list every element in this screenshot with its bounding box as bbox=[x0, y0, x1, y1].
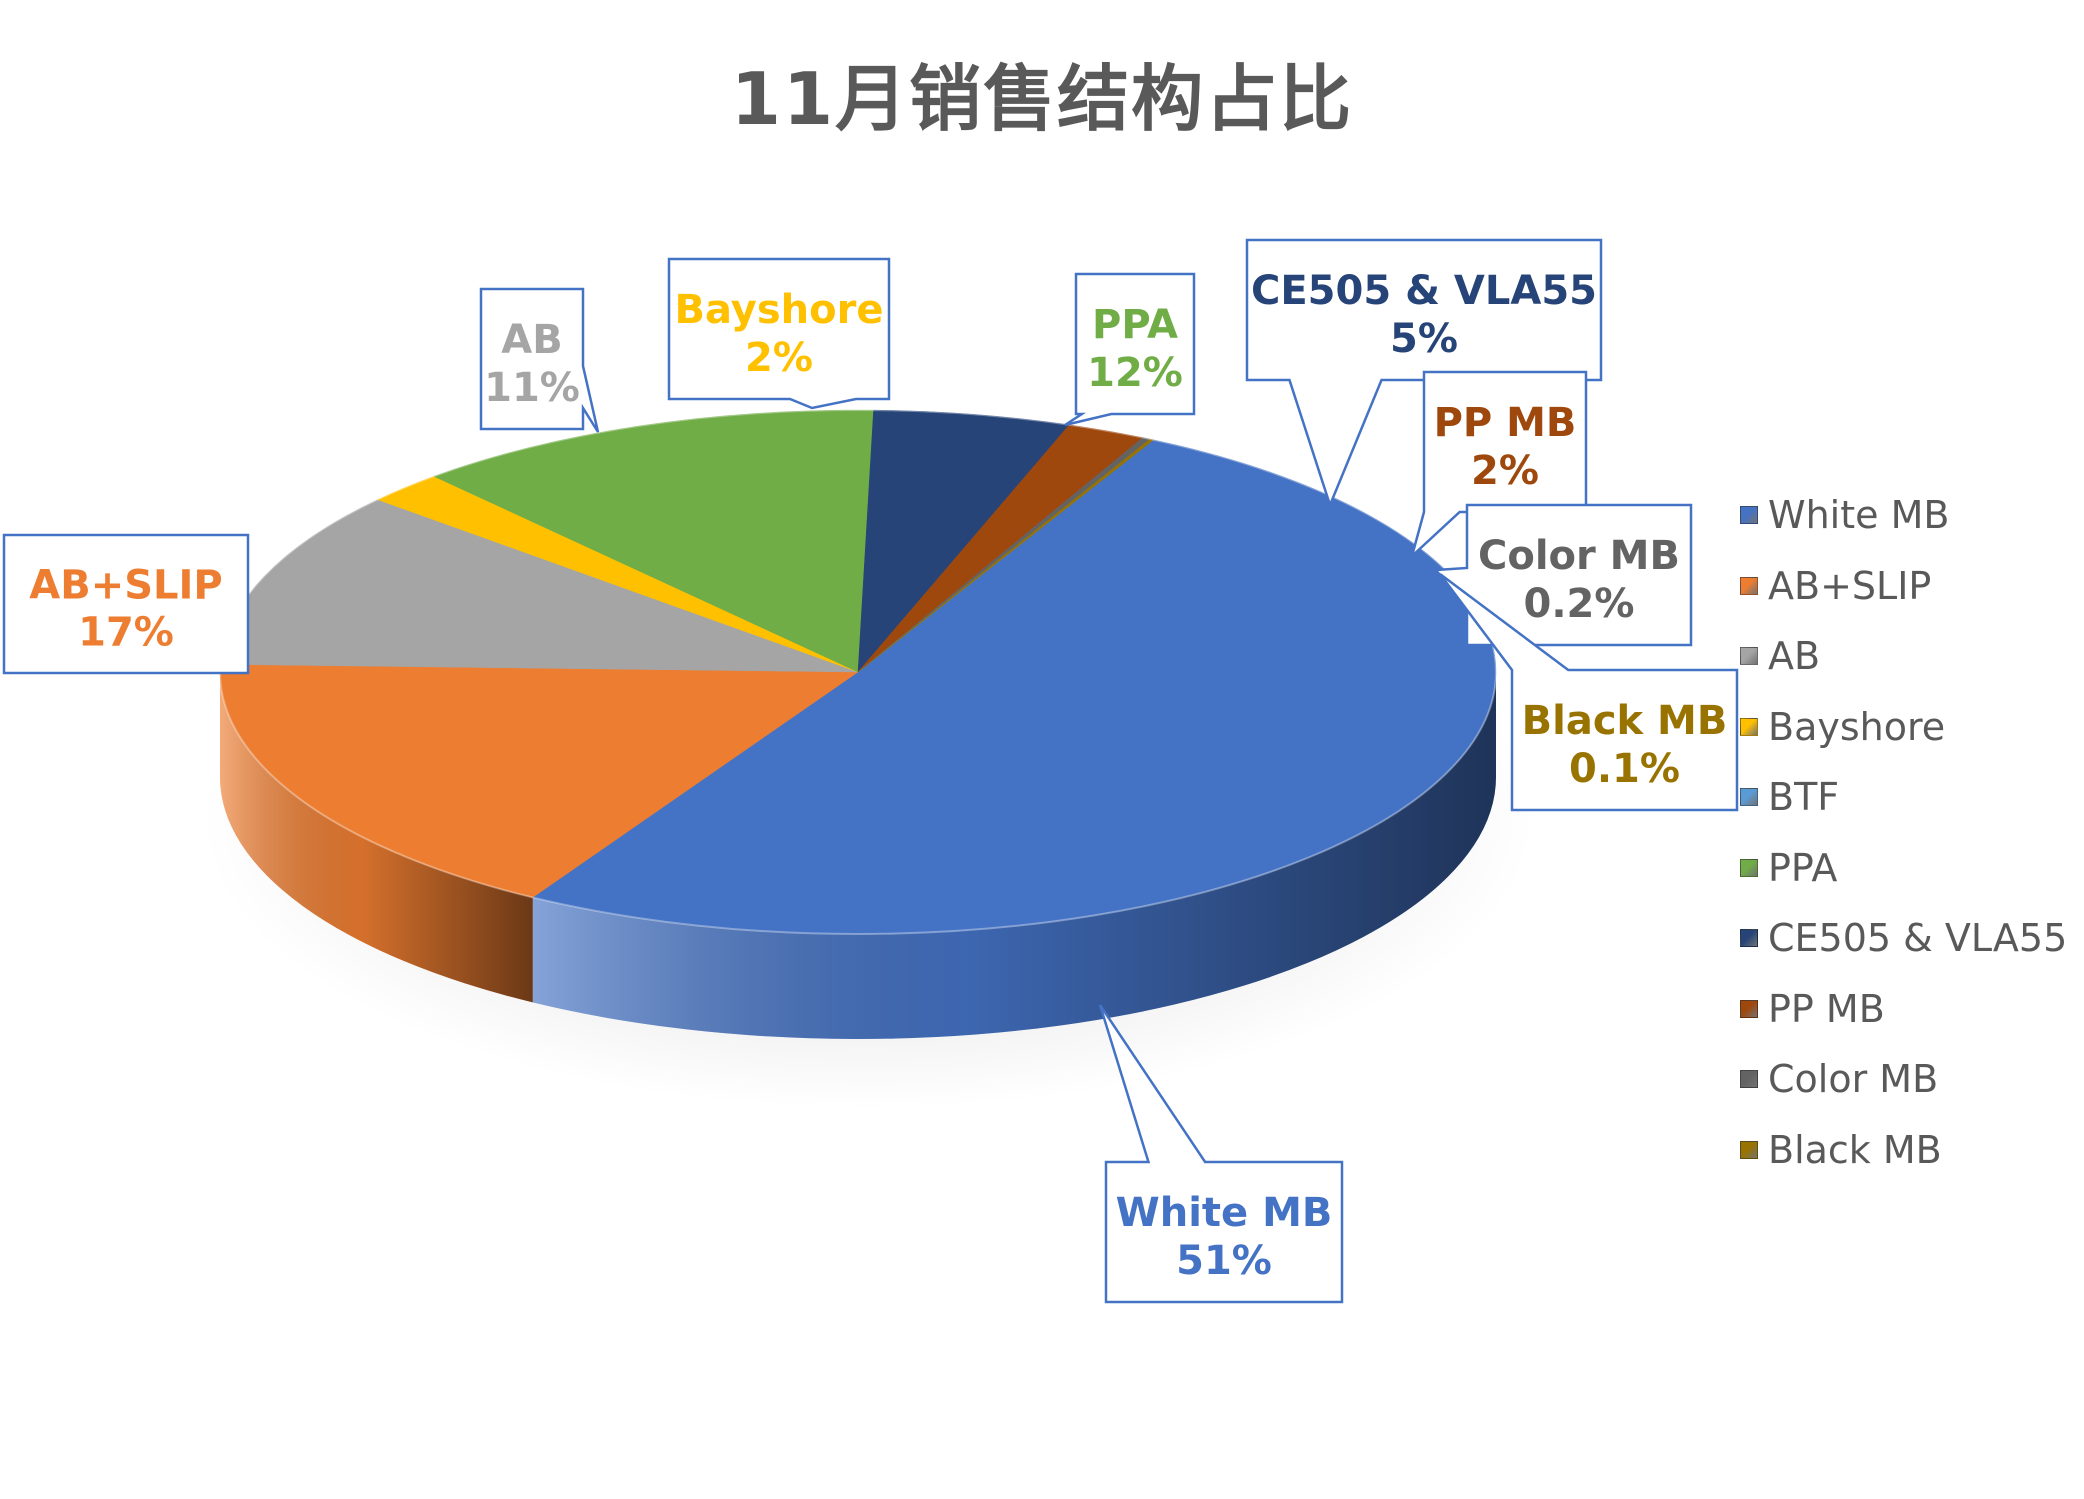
legend-swatch-btf bbox=[1740, 788, 1758, 807]
legend-label-ab-slip: AB+SLIP bbox=[1768, 563, 1932, 608]
data-label-name-ce505-vla55: CE505 & VLA55 bbox=[1251, 268, 1597, 314]
legend-label-btf: BTF bbox=[1768, 775, 1840, 820]
callout-black-mb: Black MB0.1% bbox=[1439, 572, 1739, 812]
callout-box-ab bbox=[479, 287, 600, 433]
legend-item-bayshore: Bayshore bbox=[1740, 692, 2067, 763]
callout-color-mb: Color MB0.2% bbox=[1433, 503, 1693, 647]
legend-label-bayshore: Bayshore bbox=[1768, 704, 1946, 749]
data-label-name-ab-slip: AB+SLIP bbox=[29, 562, 222, 608]
data-label-value-bayshore: 2% bbox=[745, 335, 813, 381]
callout-box-ppa bbox=[1064, 272, 1196, 427]
data-label-value-ce505-vla55: 5% bbox=[1390, 316, 1458, 362]
legend-item-ppa: PPA bbox=[1740, 833, 2067, 904]
legend: White MB AB+SLIP AB Bayshore BTF PPA CE505 & V… bbox=[1740, 480, 2067, 1185]
data-label-value-ppa: 12% bbox=[1087, 350, 1183, 396]
callout-box-bayshore bbox=[667, 257, 891, 410]
legend-item-pp-mb: PP MB bbox=[1740, 974, 2067, 1045]
data-label-name-color-mb: Color MB bbox=[1478, 533, 1680, 579]
legend-swatch-black-mb bbox=[1740, 1140, 1758, 1159]
legend-item-ce505-vla55: CE505 & VLA55 bbox=[1740, 903, 2067, 974]
legend-label-ce505-vla55: CE505 & VLA55 bbox=[1768, 916, 2068, 961]
data-label-name-ab: AB bbox=[501, 317, 562, 363]
legend-item-ab-slip: AB+SLIP bbox=[1740, 551, 2067, 622]
data-label-value-black-mb: 0.1% bbox=[1569, 746, 1680, 792]
pie-slice-ab-slip bbox=[219, 664, 859, 898]
data-label-name-pp-mb: PP MB bbox=[1434, 400, 1577, 446]
chart-title: 11月销售结构占比 bbox=[730, 57, 1354, 141]
legend-swatch-bayshore bbox=[1740, 717, 1758, 736]
pie-side-shade-white-mb bbox=[532, 672, 1496, 1039]
pie-side-shade-ab-slip bbox=[220, 672, 533, 1003]
legend-swatch-color-mb bbox=[1740, 1070, 1758, 1089]
pie-slice-white-mb bbox=[532, 439, 1497, 935]
legend-item-color-mb: Color MB bbox=[1740, 1044, 2067, 1115]
callout-box-ab-slip bbox=[2, 533, 250, 675]
legend-swatch-ab-slip bbox=[1740, 576, 1758, 595]
legend-label-black-mb: Black MB bbox=[1768, 1127, 1942, 1172]
legend-swatch-ce505-vla55 bbox=[1740, 929, 1758, 948]
data-label-name-white-mb: White MB bbox=[1116, 1190, 1333, 1236]
data-label-name-bayshore: Bayshore bbox=[675, 287, 884, 333]
callout-box-black-mb bbox=[1439, 572, 1739, 812]
data-label-value-pp-mb: 2% bbox=[1471, 448, 1539, 494]
data-label-name-black-mb: Black MB bbox=[1522, 698, 1728, 744]
data-label-name-ppa: PPA bbox=[1092, 302, 1178, 348]
callout-box-color-mb bbox=[1433, 503, 1693, 647]
data-label-value-ab-slip: 17% bbox=[78, 609, 174, 655]
pie-slice-ppa bbox=[433, 409, 874, 673]
pie-slice-black-mb bbox=[857, 438, 1155, 673]
legend-label-ppa: PPA bbox=[1768, 845, 1838, 890]
legend-swatch-pp-mb bbox=[1740, 999, 1758, 1018]
data-label-value-color-mb: 0.2% bbox=[1524, 581, 1635, 627]
data-label-value-ab: 11% bbox=[484, 365, 580, 411]
legend-item-white-mb: White MB bbox=[1740, 480, 2067, 551]
legend-item-ab: AB bbox=[1740, 621, 2067, 692]
legend-swatch-ab bbox=[1740, 647, 1758, 666]
legend-label-ab: AB bbox=[1768, 634, 1821, 679]
legend-item-black-mb: Black MB bbox=[1740, 1115, 2067, 1186]
legend-swatch-ppa bbox=[1740, 858, 1758, 877]
legend-label-white-mb: White MB bbox=[1768, 493, 1950, 538]
legend-label-pp-mb: PP MB bbox=[1768, 986, 1885, 1031]
pie-slice-ce505-vla55 bbox=[857, 409, 1070, 673]
callout-box-white-mb bbox=[1098, 1004, 1344, 1304]
data-label-value-white-mb: 51% bbox=[1176, 1238, 1272, 1284]
legend-label-color-mb: Color MB bbox=[1768, 1057, 1939, 1102]
legend-swatch-white-mb bbox=[1740, 506, 1758, 525]
legend-item-btf: BTF bbox=[1740, 762, 2067, 833]
